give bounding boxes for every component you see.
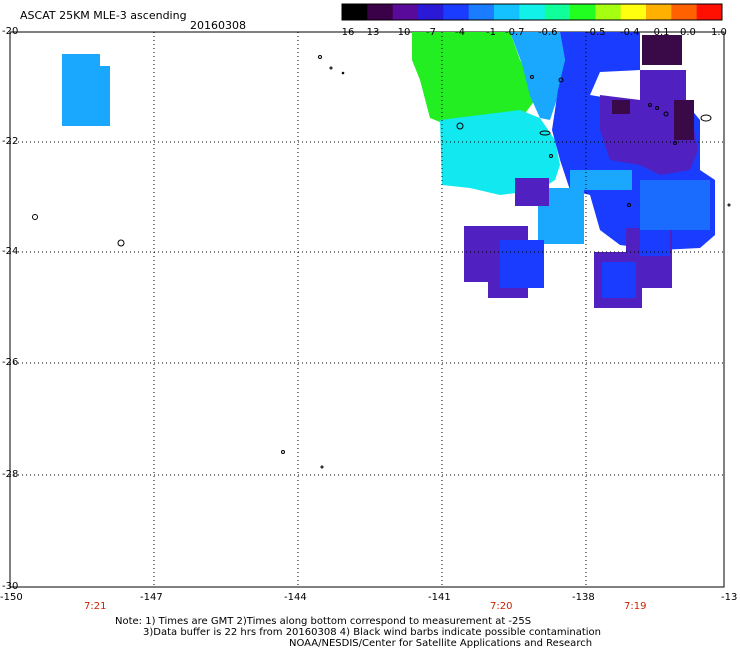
island xyxy=(627,203,631,207)
y-axis-label: -26 xyxy=(2,357,19,368)
data-cell xyxy=(602,262,636,298)
y-axis-label: -28 xyxy=(2,469,19,480)
colorbar-label: -0.7 xyxy=(505,27,525,38)
colorbar-swatch xyxy=(646,4,672,20)
data-cell xyxy=(642,35,682,65)
grid xyxy=(10,32,724,587)
colorbar-swatch xyxy=(544,4,571,20)
data-cell xyxy=(70,106,110,126)
colorbar-border xyxy=(341,3,723,21)
x-axis-label: -13 xyxy=(721,592,738,603)
data-cell xyxy=(515,178,549,206)
colorbar-swatch xyxy=(570,4,596,20)
time-label: 7:21 xyxy=(84,601,107,612)
colorbar-label: -0.6 xyxy=(538,27,558,38)
island xyxy=(727,203,731,207)
data-cell xyxy=(500,240,544,288)
island xyxy=(700,114,712,122)
island xyxy=(539,130,551,136)
colorbar-swatch xyxy=(519,4,546,20)
island xyxy=(318,55,322,59)
product-title: ASCAT 25KM MLE-3 ascending xyxy=(20,9,187,22)
colorbar xyxy=(341,3,723,21)
colorbar-swatch xyxy=(671,4,698,20)
island xyxy=(329,66,333,70)
islands xyxy=(32,55,731,469)
island xyxy=(530,75,534,79)
y-axis-label: -24 xyxy=(2,246,19,257)
x-axis-label: -147 xyxy=(140,592,163,603)
island xyxy=(663,111,669,117)
colorbar-label: -1 xyxy=(486,27,496,38)
colorbar-swatch xyxy=(392,4,419,20)
data-cell xyxy=(412,32,535,122)
data-cell xyxy=(510,32,565,120)
colorbar-label: -16 xyxy=(338,27,355,38)
x-axis-label: -150 xyxy=(0,592,23,603)
note-line-2: 3)Data buffer is 22 hrs from 20160308 4)… xyxy=(143,627,601,638)
y-axis-label: -22 xyxy=(2,136,19,147)
island xyxy=(549,154,553,158)
data-cell xyxy=(640,180,710,230)
colorbar-swatch xyxy=(696,4,723,20)
data-cell xyxy=(600,95,698,175)
island xyxy=(320,465,324,469)
colorbar-label: -7 xyxy=(426,27,436,38)
note-line-1: Note: 1) Times are GMT 2)Times along bot… xyxy=(115,616,532,627)
colorbar-label: -0.5 xyxy=(586,27,606,38)
colorbar-label: 1.0 xyxy=(711,27,727,38)
x-axis-label: -144 xyxy=(284,592,307,603)
colorbar-swatch xyxy=(468,4,495,20)
colorbar-label: -0.1 xyxy=(650,27,670,38)
island xyxy=(32,214,38,220)
data-cell xyxy=(440,110,560,195)
x-axis-label: -138 xyxy=(572,592,595,603)
colorbar-label: -10 xyxy=(394,27,411,38)
data-swath xyxy=(62,32,715,308)
colorbar-swatch xyxy=(443,4,470,20)
island xyxy=(673,141,677,145)
colorbar-label: -13 xyxy=(363,27,380,38)
product-date: 20160308 xyxy=(190,19,246,32)
y-axis-label: -30 xyxy=(2,581,19,592)
island xyxy=(281,450,285,454)
colorbar-label: -4 xyxy=(455,27,465,38)
island xyxy=(558,77,564,83)
island xyxy=(341,71,345,75)
colorbar-swatch xyxy=(342,4,368,20)
colorbar-swatch xyxy=(620,4,647,20)
colorbar-label: -0.4 xyxy=(620,27,640,38)
colorbar-swatch xyxy=(367,4,394,20)
data-cell xyxy=(570,170,632,190)
data-cell xyxy=(612,100,630,114)
colorbar-swatch xyxy=(494,4,520,20)
y-axis-label: -20 xyxy=(2,26,19,37)
data-cell xyxy=(674,100,694,140)
plot-frame xyxy=(9,31,725,588)
colorbar-label: 0.0 xyxy=(680,27,696,38)
colorbar-swatch xyxy=(595,4,622,20)
colorbar-swatch xyxy=(418,4,444,20)
island xyxy=(117,239,125,247)
time-label: 7:20 xyxy=(490,601,513,612)
island xyxy=(655,106,659,110)
data-cell xyxy=(100,66,110,108)
island xyxy=(648,103,652,107)
island xyxy=(456,122,464,130)
time-label: 7:19 xyxy=(624,601,647,612)
note-line-3: NOAA/NESDIS/Center for Satellite Applica… xyxy=(289,638,593,649)
x-axis-label: -141 xyxy=(428,592,451,603)
data-cell xyxy=(640,228,670,256)
